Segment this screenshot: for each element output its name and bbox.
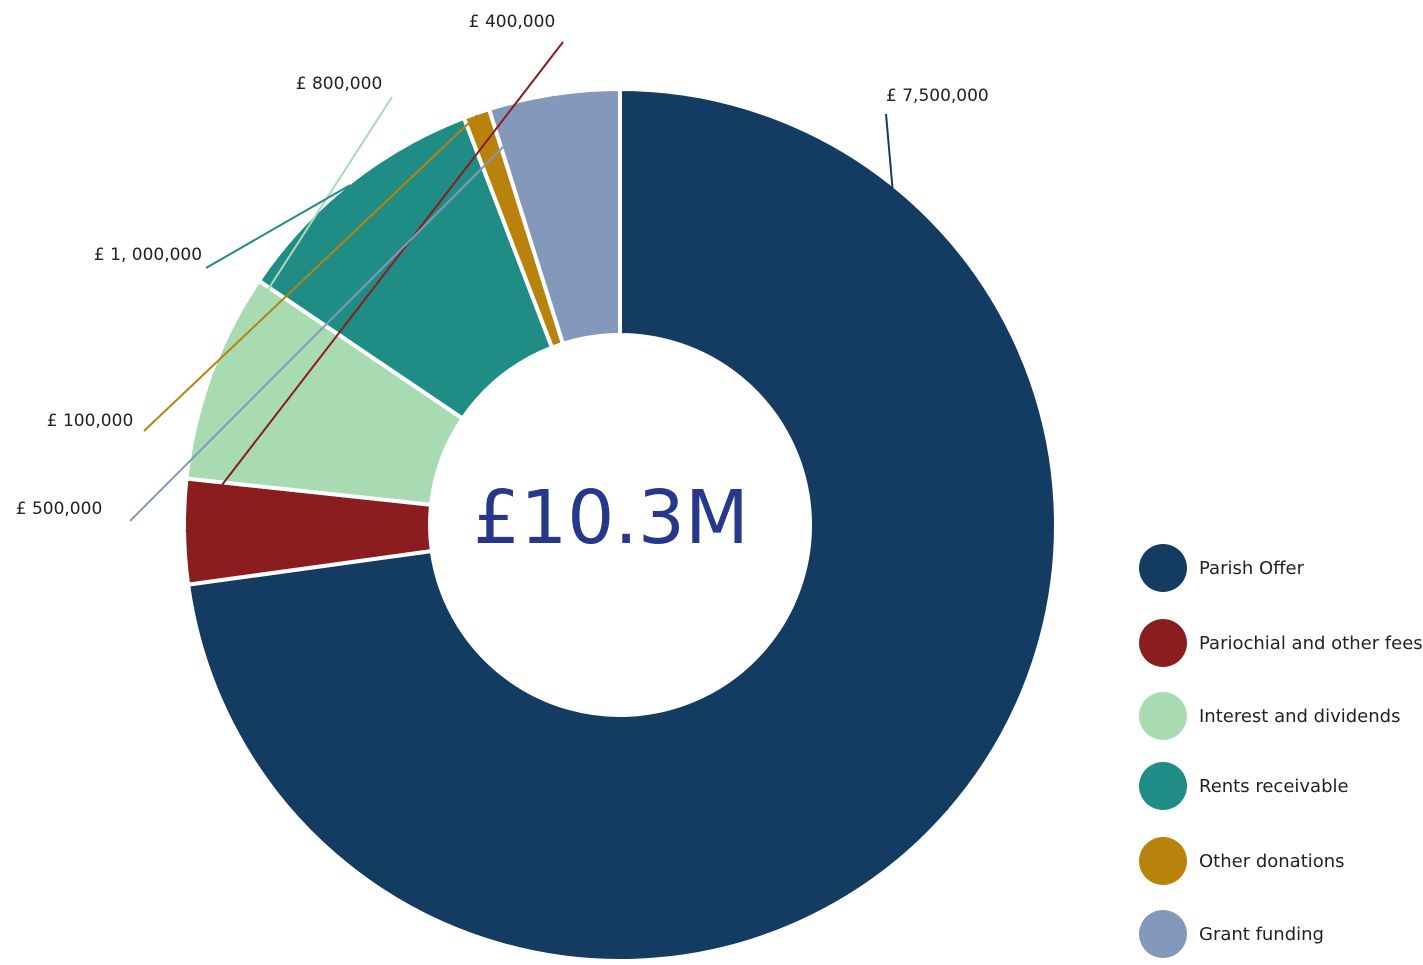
data-label-parish-offer: £ 7,500,000	[886, 86, 989, 106]
legend-item-interest-and-dividends: Interest and dividends	[1139, 692, 1400, 740]
slice-grant-funding	[486, 86, 622, 347]
legend-label-interest-and-dividends: Interest and dividends	[1199, 706, 1400, 727]
legend-swatch-pariochial-and-other-fees	[1139, 619, 1187, 667]
leader-line-pariochial-and-other-fees	[185, 41, 564, 533]
center-total-label: £10.3M	[473, 475, 749, 561]
leader-line-rents-receivable	[205, 184, 351, 269]
slice-rents-receivable	[256, 115, 555, 422]
legend: Parish Offer Pariochial and other fees Int…	[1139, 544, 1423, 958]
leader-line-parish-offer	[885, 113, 949, 811]
leader-line-interest-and-dividends	[211, 96, 393, 377]
legend-swatch-grant-funding	[1139, 910, 1187, 958]
leader-line-other-donations	[143, 114, 478, 432]
legend-swatch-rents-receivable	[1139, 762, 1187, 810]
legend-item-pariochial-and-other-fees: Pariochial and other fees	[1139, 619, 1423, 667]
legend-item-parish-offer: Parish Offer	[1139, 544, 1305, 592]
data-label-rents-receivable: £ 1, 000,000	[94, 245, 202, 265]
leader-line-grant-funding	[129, 95, 555, 522]
legend-swatch-interest-and-dividends	[1139, 692, 1187, 740]
legend-item-rents-receivable: Rents receivable	[1139, 762, 1349, 810]
legend-label-pariochial-and-other-fees: Pariochial and other fees	[1199, 633, 1423, 654]
data-label-pariochial-and-other-fees: £ 400,000	[469, 12, 556, 32]
data-label-other-donations: £ 100,000	[47, 411, 134, 431]
legend-swatch-other-donations	[1139, 837, 1187, 885]
data-label-interest-and-dividends: £ 800,000	[296, 74, 383, 94]
legend-item-other-donations: Other donations	[1139, 837, 1345, 885]
legend-item-grant-funding: Grant funding	[1139, 910, 1324, 958]
legend-swatch-parish-offer	[1139, 544, 1187, 592]
slices-group	[182, 86, 1058, 963]
data-labels-group: £ 7,500,000 £ 400,000 £ 800,000 £ 1, 000,00…	[16, 12, 989, 519]
legend-label-other-donations: Other donations	[1199, 851, 1345, 872]
data-label-grant-funding: £ 500,000	[16, 499, 103, 519]
slice-parish-offer	[185, 86, 1058, 963]
leader-lines-group	[129, 41, 949, 811]
legend-label-grant-funding: Grant funding	[1199, 924, 1324, 945]
legend-label-rents-receivable: Rents receivable	[1199, 776, 1349, 797]
legend-label-parish-offer: Parish Offer	[1199, 558, 1305, 579]
